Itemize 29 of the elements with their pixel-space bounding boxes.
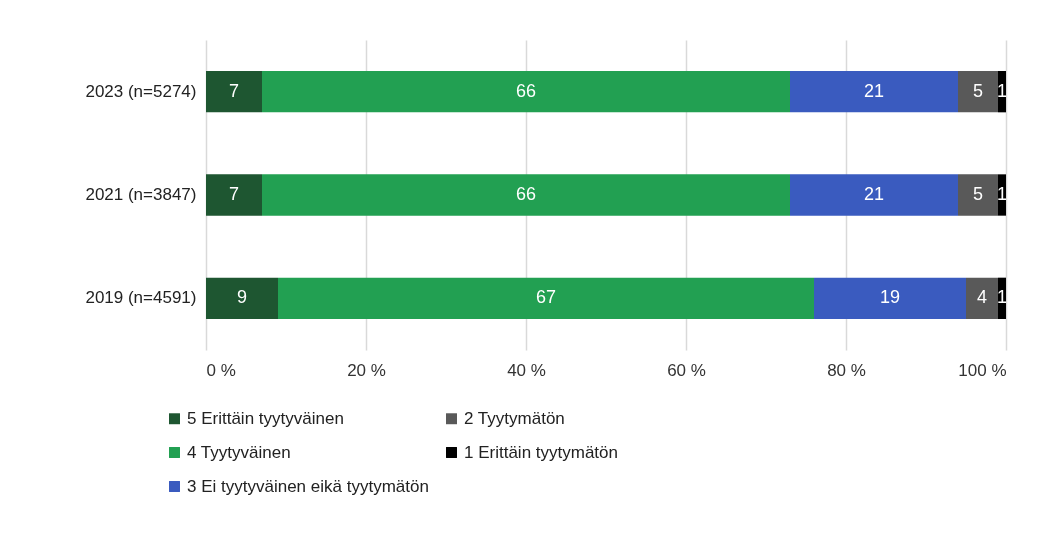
data-label: 1 bbox=[996, 80, 1008, 101]
x-tick-label: 100 % bbox=[958, 360, 1007, 380]
data-label: 21 bbox=[863, 184, 885, 204]
data-label: 5 bbox=[972, 184, 984, 204]
data-label: 66 bbox=[515, 80, 537, 101]
x-tick-label: 80 % bbox=[827, 360, 866, 380]
y-tick-label: 2023 (n=5274) bbox=[85, 81, 197, 101]
x-tick-label: 0 % bbox=[206, 360, 236, 380]
x-tick-label: 20 % bbox=[347, 360, 386, 380]
legend-label: 1 Erittäin tyytymätön bbox=[464, 442, 619, 462]
legend-label: 3 Ei tyytyväinen eikä tyytymätön bbox=[187, 476, 429, 496]
x-tick-label: 40 % bbox=[507, 360, 546, 380]
data-label: 67 bbox=[535, 287, 557, 308]
legend-label: 5 Erittäin tyytyväinen bbox=[187, 408, 344, 428]
data-label: 19 bbox=[879, 287, 901, 308]
data-label: 5 bbox=[972, 80, 984, 101]
y-tick-label: 2019 (n=4591) bbox=[85, 288, 197, 308]
data-label: 1 bbox=[996, 287, 1008, 308]
x-tick-label: 60 % bbox=[667, 360, 706, 380]
data-label: 7 bbox=[228, 184, 240, 204]
data-label: 1 bbox=[996, 184, 1008, 204]
legend-label: 4 Tyytyväinen bbox=[187, 442, 291, 462]
data-label: 7 bbox=[228, 80, 240, 101]
data-label: 9 bbox=[236, 287, 248, 308]
data-label: 66 bbox=[515, 184, 537, 204]
data-label: 4 bbox=[976, 287, 988, 308]
legend-label: 2 Tyytymätön bbox=[464, 408, 565, 428]
y-tick-label: 2021 (n=3847) bbox=[85, 185, 197, 204]
data-label: 21 bbox=[863, 80, 885, 101]
